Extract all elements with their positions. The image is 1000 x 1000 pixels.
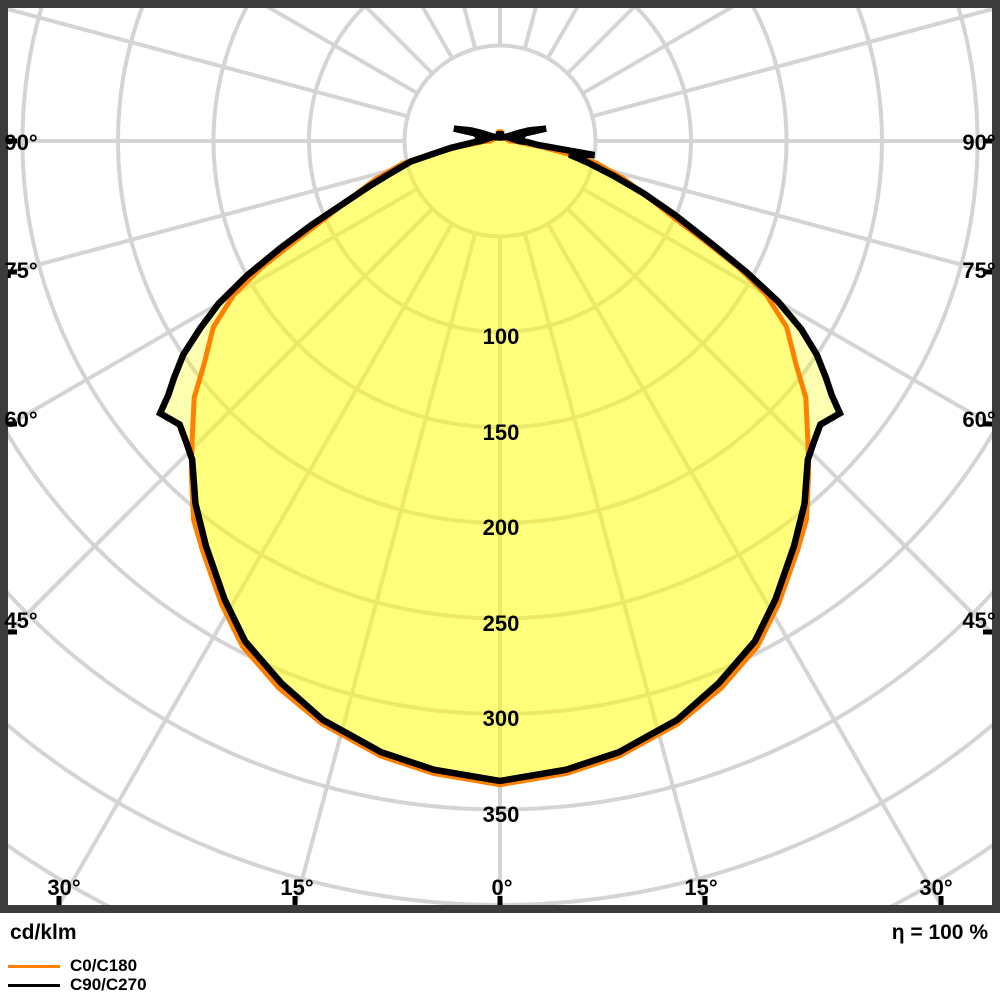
- curve-c90-c270: [155, 125, 845, 785]
- angle-label-left-60: 60°: [4, 407, 38, 432]
- angle-tick: [8, 269, 17, 275]
- angle-tick: [8, 138, 17, 144]
- angle-tick: [292, 896, 298, 905]
- legend-label-c90-c270: C90/C270: [70, 975, 147, 994]
- angle-label-bottom-0: 0°: [491, 875, 513, 900]
- efficiency-label: η = 100 %: [891, 921, 988, 944]
- angle-label-right-90: 90°: [962, 130, 996, 155]
- angle-tick: [56, 896, 62, 905]
- legend-line-c0-c180: [8, 965, 60, 968]
- legend-line-c90-c270: [8, 984, 60, 987]
- curve-fill-c0-c180: [191, 129, 809, 785]
- angle-tick: [983, 269, 992, 275]
- curve-fill-c90-c270: [160, 128, 840, 781]
- radial-unit-label: cd/klm: [10, 921, 77, 944]
- angle-label-left-45: 45°: [4, 608, 38, 633]
- radial-value-label-100: 100: [482, 324, 520, 349]
- chart-frame: [0, 0, 1000, 913]
- angle-label-right-45: 45°: [962, 608, 996, 633]
- angle-tick: [983, 138, 992, 144]
- radial-value-label-150: 150: [482, 419, 520, 445]
- angle-label-bottom-15r: 15°: [684, 875, 718, 900]
- angle-label-bottom-30l: 30°: [47, 875, 81, 900]
- angle-label-bottom-30r: 30°: [919, 875, 953, 900]
- radial-value-label-350: 350: [482, 801, 520, 827]
- angle-label-right-75: 75°: [962, 258, 996, 283]
- angle-label-right-60: 60°: [962, 407, 996, 432]
- angle-tick: [8, 629, 17, 635]
- radial-value-label-300: 300: [482, 706, 520, 731]
- angle-label-left-90: 90°: [4, 130, 38, 155]
- legend-label-c0-c180: C0/C180: [70, 956, 138, 975]
- angle-tick: [983, 629, 992, 635]
- angle-label-bottom-15l: 15°: [280, 875, 314, 900]
- radial-value-label-250: 250: [482, 610, 520, 636]
- angle-label-left-75: 75°: [4, 258, 38, 283]
- footer: cd/klm η = 100 % C0/C180 C90/C270: [0, 913, 1000, 1000]
- angle-tick: [938, 896, 944, 905]
- angle-tick: [497, 896, 503, 905]
- angle-tick: [983, 421, 992, 427]
- angle-tick: [702, 896, 708, 905]
- radial-value-label-200: 200: [482, 515, 520, 540]
- angle-tick: [8, 421, 17, 427]
